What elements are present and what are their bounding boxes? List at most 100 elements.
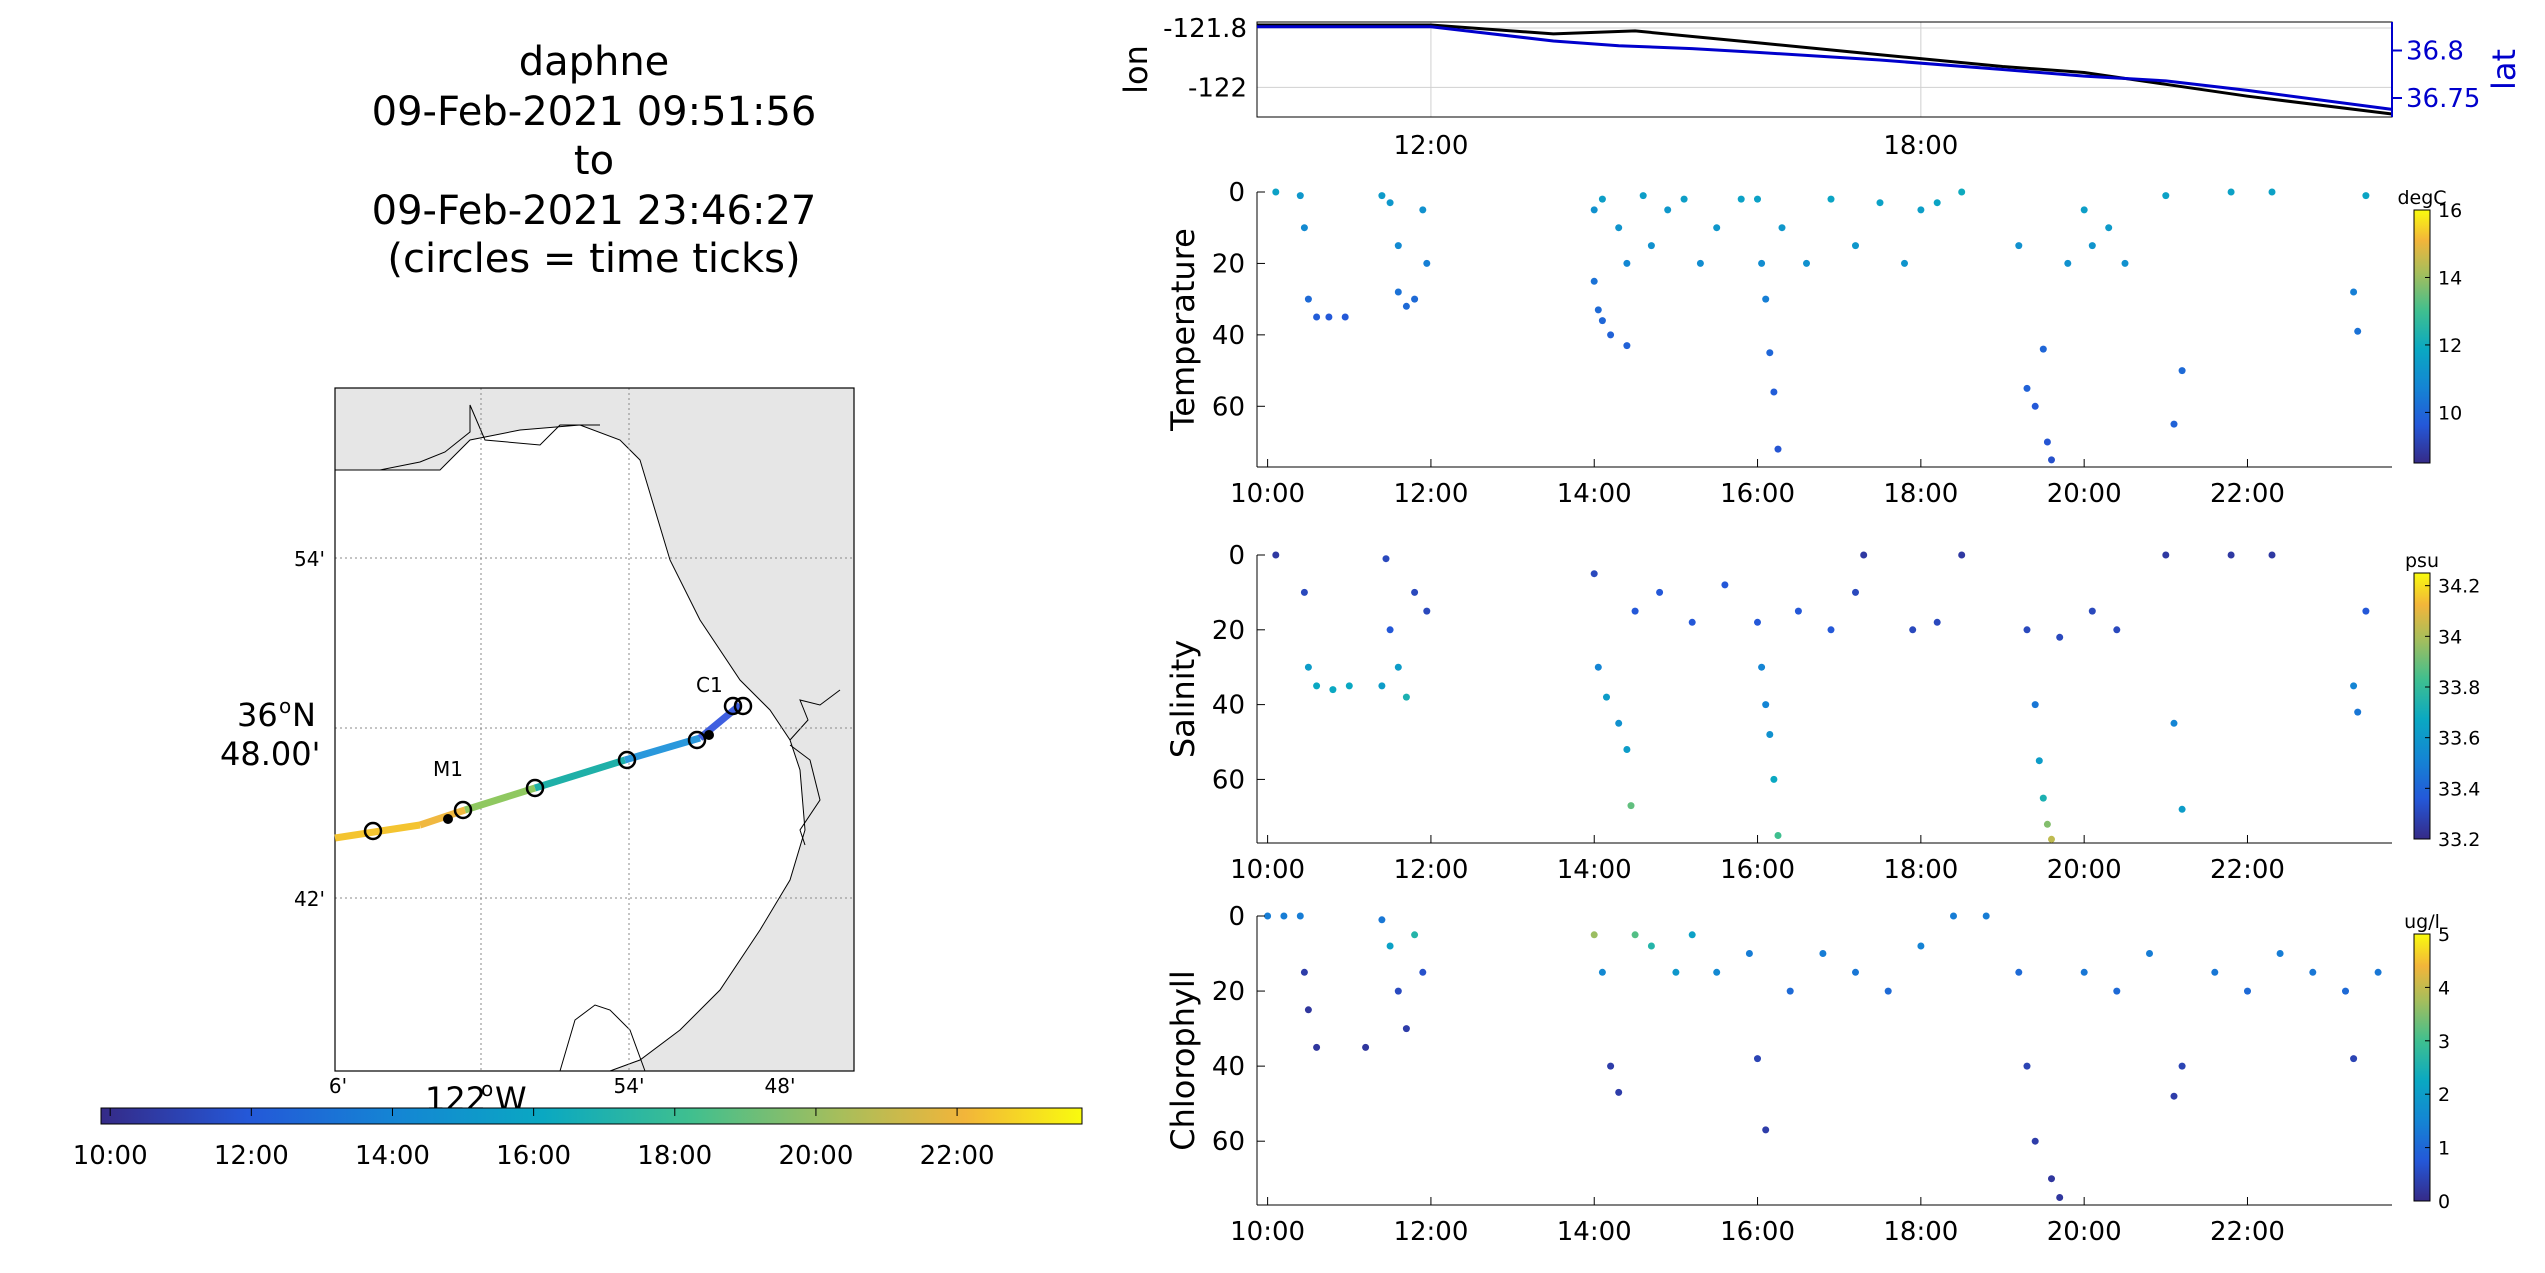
temperature-point bbox=[1758, 259, 1766, 267]
salinity-point bbox=[1754, 618, 1761, 626]
chlorophyll-point bbox=[1950, 912, 1957, 920]
salinity-colorbar-tick-label: 33.4 bbox=[2438, 778, 2480, 800]
temperature-point bbox=[2064, 259, 2072, 267]
salinity-point bbox=[1300, 588, 1308, 596]
salinity-point bbox=[2023, 626, 2031, 634]
salinity-point bbox=[1423, 607, 1431, 615]
chlorophyll-point bbox=[1884, 987, 1892, 995]
salinity-x-tick-label: 14:00 bbox=[1557, 855, 1632, 885]
chlorophyll-point bbox=[2309, 968, 2317, 976]
chlorophyll-point bbox=[2342, 987, 2349, 995]
chlorophyll-point bbox=[1852, 968, 1859, 976]
chlorophyll-point bbox=[2113, 987, 2121, 995]
temperature-point bbox=[1386, 199, 1394, 207]
salinity-point bbox=[2162, 551, 2170, 559]
salinity-point bbox=[1631, 607, 1639, 615]
salinity-point bbox=[1766, 731, 1774, 738]
time-colorbar-tick-label: 18:00 bbox=[637, 1141, 712, 1171]
map-lat-label-54: 54' bbox=[294, 547, 325, 571]
map-coastline-east bbox=[789, 689, 841, 846]
chlorophyll-panel: 10:00 12:00 14:00 16:00 18:00 20:00 22:0002040… bbox=[1164, 902, 2450, 1247]
temperature-x-tick-label: 22:00 bbox=[2210, 479, 2285, 509]
figure-title: daphne 09-Feb-2021 09:51:56 to 09-Feb-20… bbox=[372, 39, 817, 282]
temperature-point bbox=[2088, 242, 2096, 250]
chlorophyll-y-tick-label: 20 bbox=[1212, 977, 1245, 1007]
temperature-point bbox=[1770, 388, 1778, 396]
salinity-point bbox=[2031, 701, 2039, 709]
temperature-point bbox=[1958, 188, 1966, 196]
lonlat-y2-tick-label: 36.8 bbox=[2406, 37, 2464, 67]
chlorophyll-x-tick-label: 18:00 bbox=[1883, 1217, 1958, 1247]
temperature-x-tick-label: 16:00 bbox=[1720, 479, 1795, 509]
lonlat-y-tick-label: -121.8 bbox=[1163, 14, 1247, 44]
salinity-point bbox=[1774, 832, 1782, 839]
salinity-colorbar bbox=[2413, 572, 2431, 840]
chlorophyll-point bbox=[2276, 950, 2284, 957]
chlorophyll-point bbox=[1296, 912, 1304, 920]
temperature-point bbox=[1378, 192, 1386, 200]
chlorophyll-x-tick-label: 12:00 bbox=[1393, 1217, 1468, 1247]
temperature-point bbox=[1774, 445, 1782, 453]
salinity-panel: 10:00 12:00 14:00 16:00 18:00 20:00 22:00 0 20 40… bbox=[1164, 541, 2480, 885]
salinity-point bbox=[1958, 551, 1966, 559]
chlorophyll-x-tick-label: 14:00 bbox=[1557, 1217, 1632, 1247]
salinity-point bbox=[1770, 775, 1778, 783]
salinity-point bbox=[1860, 551, 1868, 559]
temperature-point bbox=[1647, 242, 1655, 250]
temperature-point bbox=[1411, 295, 1419, 303]
salinity-point bbox=[1627, 802, 1635, 810]
salinity-y-tick-label: 40 bbox=[1212, 691, 1245, 721]
time-colorbar-ticks: 10:00 12:00 14:00 16:00 18:00 20:00 22:00 bbox=[73, 1108, 995, 1171]
temperature-point bbox=[1762, 295, 1770, 303]
salinity-x-tick-label: 16:00 bbox=[1720, 855, 1795, 885]
lonlat-ylabel: lon bbox=[1117, 45, 1155, 94]
temperature-colorbar bbox=[2413, 209, 2431, 464]
salinity-ylabel: Salinity bbox=[1164, 640, 1202, 758]
salinity-point bbox=[2048, 835, 2055, 843]
temperature-colorbar-unit: degC bbox=[2397, 187, 2446, 209]
salinity-y-tick-label: 20 bbox=[1212, 616, 1245, 646]
temperature-point bbox=[1423, 259, 1431, 267]
chlorophyll-point bbox=[1313, 1043, 1321, 1051]
map-coastline-south bbox=[559, 1004, 646, 1072]
temperature-point bbox=[1623, 342, 1631, 350]
salinity-point bbox=[1603, 693, 1610, 701]
salinity-point bbox=[2354, 708, 2362, 716]
temperature-point bbox=[2121, 259, 2129, 267]
chlorophyll-point bbox=[1362, 1043, 1370, 1051]
salinity-point bbox=[1615, 719, 1623, 727]
salinity-point bbox=[1394, 663, 1402, 671]
temperature-point bbox=[2170, 420, 2178, 428]
chlorophyll-point bbox=[1688, 931, 1696, 939]
lonlat-x-tick-label: 12:00 bbox=[1393, 131, 1468, 161]
temperature-x-tick-label: 14:00 bbox=[1557, 479, 1632, 509]
map-lat-label-42: 42' bbox=[294, 887, 325, 911]
map-lat-label-36-deg: 36 bbox=[237, 696, 278, 734]
chlorophyll-colorbar-tick-label: 0 bbox=[2438, 1191, 2450, 1213]
chlorophyll-colorbar-tick-label: 2 bbox=[2438, 1084, 2450, 1106]
chlorophyll-point bbox=[1386, 942, 1394, 950]
temperature-x-tick-label: 10:00 bbox=[1230, 479, 1305, 509]
salinity-y-tick-label: 0 bbox=[1228, 541, 1245, 571]
salinity-point bbox=[2350, 682, 2358, 690]
salinity-point bbox=[1313, 682, 1321, 690]
salinity-point bbox=[1386, 626, 1394, 634]
map-panel: M1 C1 54' 36 o N 48.00' 42' 6' 122 o W 5… bbox=[220, 387, 855, 1118]
chlorophyll-colorbar-tick-label: 5 bbox=[2438, 924, 2450, 946]
temperature-point bbox=[1623, 259, 1631, 267]
temperature-point bbox=[1394, 288, 1402, 296]
temperature-point bbox=[1296, 192, 1304, 200]
temperature-panel: 10:00 12:00 14:00 16:00 18:00 20:00 22:00 0 20 40… bbox=[1164, 178, 2462, 509]
salinity-point bbox=[1688, 618, 1696, 626]
chlorophyll-x-tick-label: 16:00 bbox=[1720, 1217, 1795, 1247]
map-lon-label-122-sup: o bbox=[481, 1077, 493, 1101]
salinity-point bbox=[1329, 686, 1337, 694]
timeseries-panels: 12:00 18:00 -121.8 -122 36.8 36.75 lon lat 10:00… bbox=[1117, 14, 2523, 1247]
chlorophyll-point bbox=[2056, 1194, 2064, 1201]
salinity-point bbox=[2039, 794, 2047, 802]
salinity-point bbox=[2043, 820, 2051, 828]
temperature-point bbox=[1341, 313, 1349, 321]
map-lon-label-54: 54' bbox=[614, 1074, 645, 1098]
temperature-y-tick-label: 40 bbox=[1212, 321, 1245, 351]
temperature-point bbox=[1664, 206, 1672, 214]
